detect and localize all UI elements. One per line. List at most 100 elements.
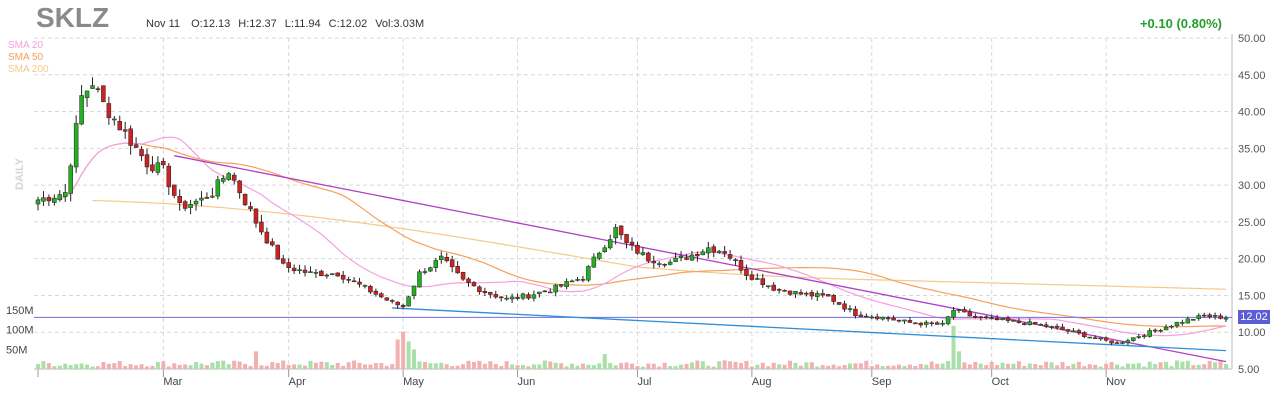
volume-bar	[826, 365, 831, 369]
candle-body	[73, 123, 79, 168]
volume-bar	[134, 365, 139, 369]
candle-body	[755, 278, 760, 280]
volume-bar	[390, 364, 395, 369]
volume-bar	[362, 364, 367, 369]
candle-body	[1207, 314, 1212, 318]
volume-bar	[749, 366, 754, 369]
volume-bar	[886, 365, 891, 369]
volume-bar	[591, 365, 596, 369]
volume-bar	[995, 365, 1000, 369]
candle-body	[934, 322, 940, 325]
volume-bar	[1082, 366, 1087, 369]
volume-bar	[1224, 364, 1228, 369]
candle-body	[210, 195, 215, 198]
volume-bar	[973, 361, 978, 369]
open-value: O:12.13	[191, 18, 231, 30]
candle-body	[847, 308, 853, 310]
candle-body	[858, 314, 864, 317]
volume-bar	[668, 366, 673, 369]
volume-bar	[237, 361, 242, 369]
volume-bar	[341, 365, 346, 369]
volume-bar	[580, 363, 585, 369]
candle-body	[466, 278, 471, 283]
candle-body	[874, 316, 880, 320]
candle-body	[286, 262, 291, 268]
volume-bar	[264, 365, 269, 369]
candle-body	[733, 259, 738, 262]
candle-body	[417, 271, 422, 288]
volume-bar	[510, 364, 515, 369]
candle-body	[1098, 337, 1103, 340]
volume-bar	[1093, 364, 1098, 369]
volume-bar	[700, 361, 705, 369]
volume-bar	[79, 363, 84, 369]
candle-body	[400, 304, 406, 308]
candle-body	[1223, 317, 1229, 320]
volume-bar	[422, 361, 427, 369]
candle-body	[62, 192, 68, 197]
volume-bar	[155, 362, 160, 369]
volume-bar	[221, 360, 226, 369]
candle-body	[804, 292, 809, 295]
candle-body	[798, 292, 804, 295]
candle-body	[978, 316, 984, 319]
volume-bar	[967, 364, 972, 369]
candle-body	[689, 254, 695, 261]
volume-bar	[869, 366, 874, 369]
candle-body	[204, 197, 210, 199]
candle-body	[983, 316, 989, 319]
candle-body	[1163, 326, 1169, 331]
candle-body	[133, 144, 139, 148]
y-tick-label: 30.00	[1238, 180, 1266, 192]
candle-body	[280, 258, 286, 264]
volume-bar	[766, 366, 771, 369]
candle-body	[864, 315, 869, 318]
volume-bar	[989, 361, 994, 369]
volume-bar	[210, 362, 215, 369]
volume-bar	[809, 362, 814, 369]
candle-body	[586, 266, 591, 281]
volume-bar	[150, 365, 155, 369]
candle-body	[962, 309, 967, 313]
volume-bar	[918, 364, 923, 369]
candle-body	[215, 179, 221, 197]
volume-bar	[466, 360, 471, 369]
volume-bar	[439, 362, 444, 369]
sma20-line	[37, 136, 1227, 337]
candle-body	[1136, 336, 1142, 338]
candle-body	[90, 85, 95, 89]
volume-bar	[1174, 360, 1179, 369]
candle-body	[122, 129, 128, 132]
volume-bar	[837, 366, 842, 369]
candle-body	[379, 293, 384, 298]
candle-body	[842, 303, 847, 310]
candle-body	[989, 317, 994, 319]
candle-body	[580, 279, 586, 281]
candle-body	[144, 154, 150, 168]
volume-bar	[1011, 363, 1016, 369]
x-tick-label: Oct	[992, 376, 1009, 388]
volume-bar	[788, 360, 793, 369]
volume-bar	[139, 364, 144, 369]
x-tick-label: Sep	[872, 376, 892, 388]
candle-body	[635, 244, 640, 254]
volume-bar	[956, 351, 961, 369]
volume-bar	[1218, 361, 1223, 369]
candle-body	[1054, 325, 1060, 328]
candle-body	[575, 279, 580, 281]
candle-body	[155, 162, 161, 173]
candle-body	[553, 284, 558, 293]
candle-body	[226, 173, 231, 180]
candle-body	[760, 278, 766, 286]
volume-bar	[41, 361, 46, 369]
candle-body	[297, 269, 302, 271]
volume-bar	[864, 360, 869, 369]
volume-bar	[619, 362, 624, 369]
volume-bar	[586, 364, 591, 369]
candle-body	[1120, 342, 1125, 344]
volume-bar	[428, 363, 433, 369]
volume-bar	[1142, 366, 1147, 369]
volume-bar	[1125, 363, 1130, 369]
volume-bar	[281, 360, 286, 369]
volume-bar	[831, 364, 836, 369]
